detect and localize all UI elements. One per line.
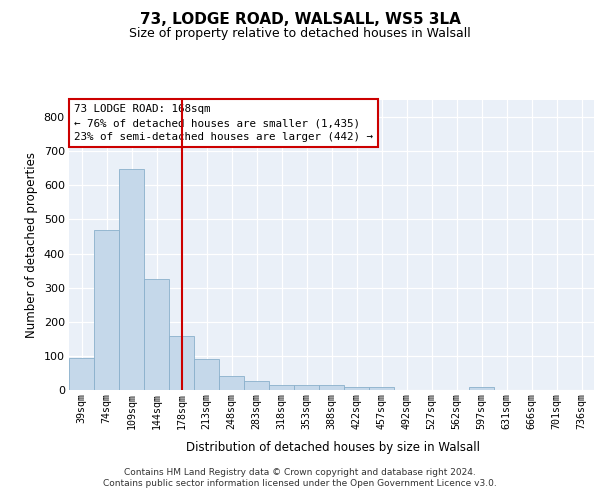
Bar [319,385,344,390]
Text: 73, LODGE ROAD, WALSALL, WS5 3LA: 73, LODGE ROAD, WALSALL, WS5 3LA [140,12,460,28]
Bar [219,376,244,390]
Text: Size of property relative to detached houses in Walsall: Size of property relative to detached ho… [129,28,471,40]
Bar [69,358,94,390]
Text: Distribution of detached houses by size in Walsall: Distribution of detached houses by size … [186,441,480,454]
Bar [119,169,144,390]
Text: Contains public sector information licensed under the Open Government Licence v3: Contains public sector information licen… [103,480,497,488]
Bar [469,388,494,390]
Bar [94,230,119,390]
Bar [169,336,194,390]
Bar [269,384,294,390]
Text: Contains HM Land Registry data © Crown copyright and database right 2024.: Contains HM Land Registry data © Crown c… [124,468,476,477]
Bar [244,382,269,390]
Bar [144,279,169,390]
Bar [194,358,219,390]
Text: 73 LODGE ROAD: 168sqm
← 76% of detached houses are smaller (1,435)
23% of semi-d: 73 LODGE ROAD: 168sqm ← 76% of detached … [74,104,373,142]
Bar [369,387,394,390]
Bar [344,387,369,390]
Y-axis label: Number of detached properties: Number of detached properties [25,152,38,338]
Bar [294,385,319,390]
